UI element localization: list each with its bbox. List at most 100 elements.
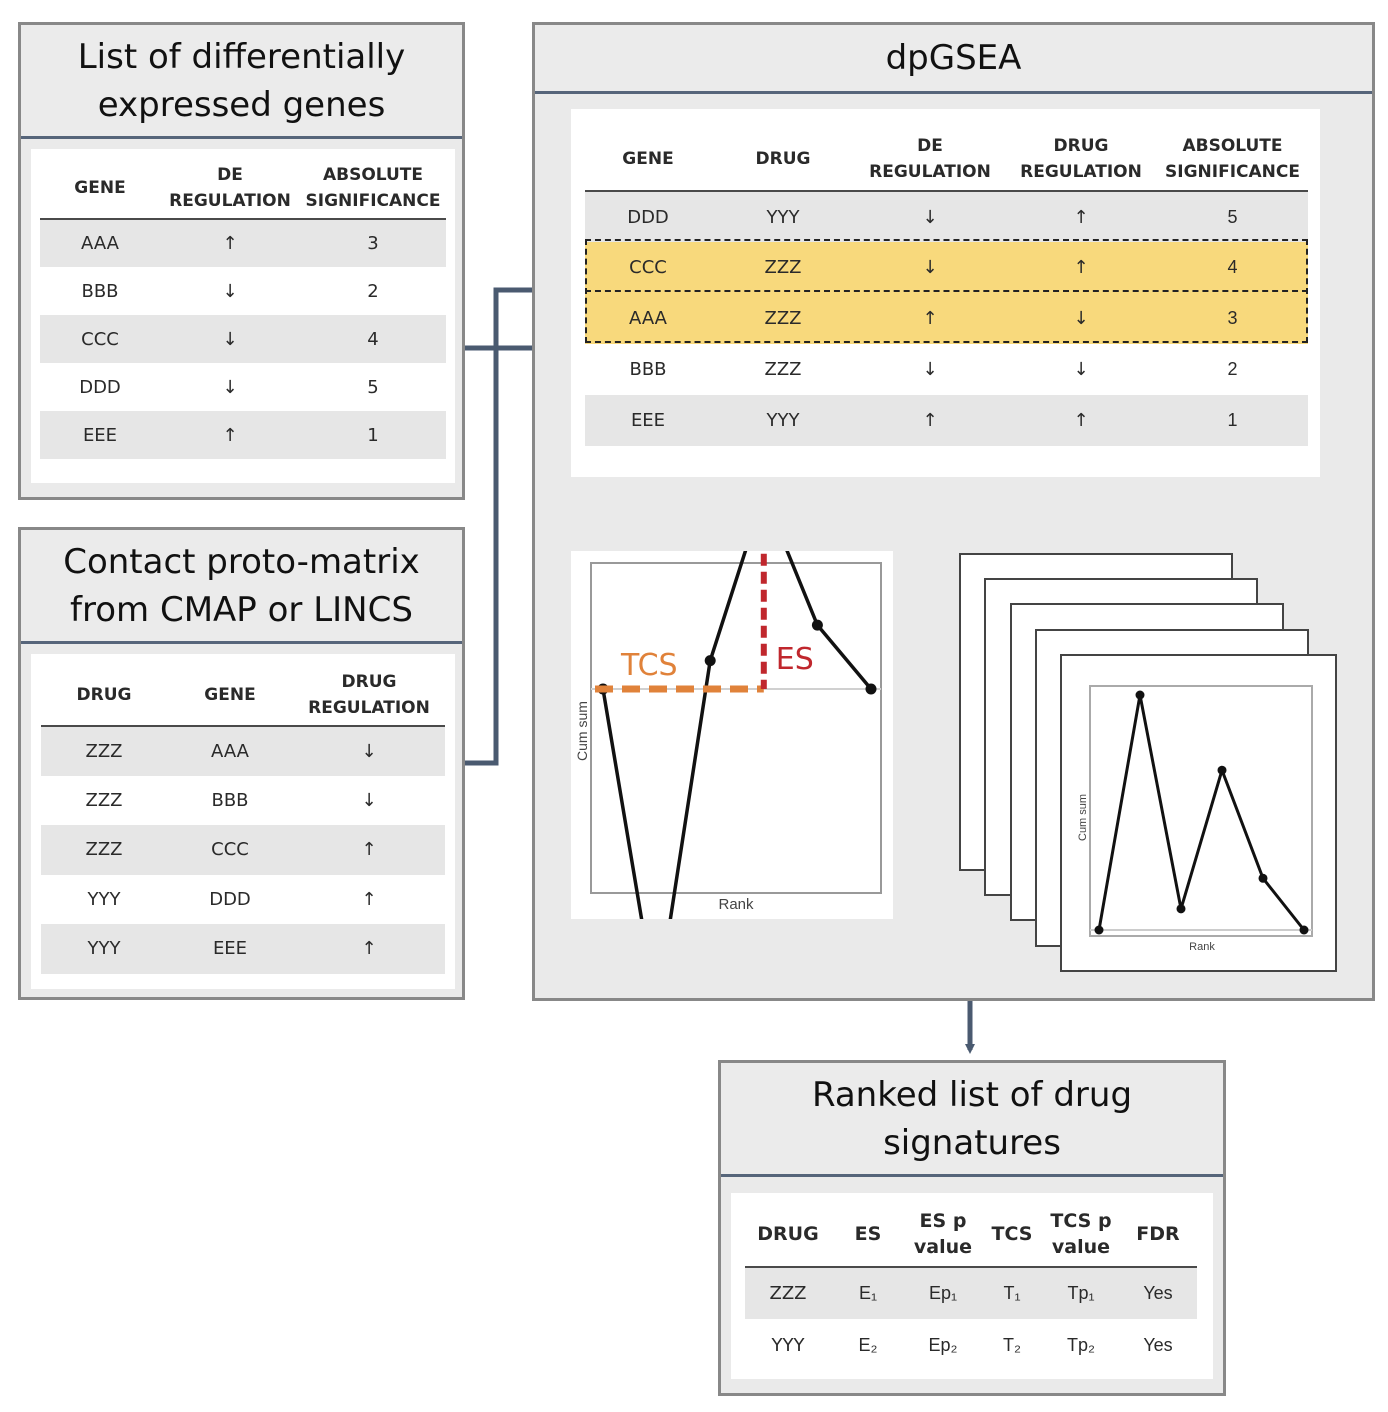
table-cell: ↑ [1005,395,1157,446]
de-genes-card: GENE DE REGULATION ABSOLUTE SIGNIFICANCE… [31,149,455,483]
table-cell: 5 [1157,191,1308,242]
table-cell: ZZZ [745,1267,831,1319]
table-cell: ↓ [1005,293,1157,344]
table-cell: T₂ [1003,1334,1021,1355]
table-row: AAA ZZZ ↑ ↓ 3 [585,293,1308,344]
stack-plot: Cum sum Rank [1077,685,1313,953]
table-row: YYY DDD ↑ [41,875,445,925]
table-cell: YYY [87,888,121,910]
table-cell: ↓ [1073,359,1089,380]
table-row: ZZZ BBB ↓ [41,776,445,826]
table-cell: 3 [300,219,446,267]
table-cell: 4 [300,315,446,363]
dpgsea-panel: dpGSEA GENE DRUG DE REGULATION DRUG REGU… [532,22,1375,1001]
data-point [811,619,823,631]
ranked-panel: Ranked list of drug signatures DRUG ES E… [718,1060,1226,1396]
data-point [1135,690,1145,700]
table-cell: 2 [1227,359,1238,379]
table-cell: AAA [167,726,293,776]
col-header: TCS p value [1043,1203,1119,1268]
dpgsea-table-card: GENE DRUG DE REGULATION DRUG REGULATION … [571,109,1320,477]
col-header: ABSOLUTE SIGNIFICANCE [300,159,446,220]
table-cell: ↑ [855,395,1005,446]
table-cell: ZZZ [41,726,167,776]
data-point [865,683,877,695]
table-cell: YYY [771,1334,805,1356]
table-cell: ↑ [293,924,445,974]
table-cell: ZZZ [41,825,167,875]
table-row: YYY EEE ↑ [41,924,445,974]
table-row: ZZZ AAA ↓ [41,726,445,776]
es-plot-card: TCS ES Cum sum Rank [571,551,893,919]
col-header: DRUG [745,1203,831,1268]
table-cell: BBB [211,789,249,811]
table-cell: CCC [167,825,293,875]
cum-sum-line [1097,694,1306,931]
col-header: ES p value [905,1203,981,1268]
table-cell: 5 [367,376,379,398]
table-cell: EEE [585,395,711,446]
arrow-proto-to-dpgsea [464,285,559,766]
table-cell: ↑ [160,219,300,267]
y-axis-label: Cum sum [574,701,590,761]
x-axis-label: Rank [1189,941,1215,953]
col-header: DRUG [41,666,167,727]
col-header: DE REGULATION [855,129,1005,192]
es-plot: TCS ES Cum sum Rank [574,551,882,919]
data-point [1258,873,1268,883]
table-cell: ↓ [293,726,445,776]
col-header: GENE [167,666,293,727]
col-header: TCS [981,1203,1043,1268]
table-cell: DDD [585,191,711,242]
table-cell: ↓ [222,280,238,302]
ranked-table: DRUG ES ES p value TCS TCS p value FDR Z… [745,1203,1197,1371]
table-cell: AAA [585,293,711,344]
table-cell: EEE [167,924,293,974]
table-row: ZZZ E₁ Ep₁ T₁ Tp₁ Yes [745,1267,1197,1319]
table-cell: Yes [1119,1267,1197,1319]
table-cell: Ep₂ [928,1334,958,1355]
col-header: DE REGULATION [160,159,300,220]
table-cell: BBB [629,359,667,380]
table-cell: ↓ [361,789,377,811]
col-header: ABSOLUTE SIGNIFICANCE [1157,129,1308,192]
stacked-plot-front: Cum sum Rank [1060,654,1337,972]
table-cell: CCC [40,315,160,363]
col-header: GENE [40,159,160,220]
table-cell: CCC [585,242,711,293]
data-point [704,655,716,667]
table-cell: Tp₂ [1067,1334,1095,1355]
proto-matrix-card: DRUG GENE DRUG REGULATION ZZZ AAA ↓ ZZZ BBB ↓… [31,654,455,989]
table-cell: E₁ [831,1267,905,1319]
table-cell: ↑ [855,293,1005,344]
plot-frame [590,562,882,894]
data-point [1299,925,1309,935]
table-cell: YYY [711,395,855,446]
ranked-title: Ranked list of drug signatures [721,1063,1223,1177]
y-axis-label: Cum sum [1077,794,1089,841]
de-genes-table: GENE DE REGULATION ABSOLUTE SIGNIFICANCE… [40,159,446,459]
table-cell: ZZZ [764,359,802,380]
table-cell: DDD [79,376,121,398]
tcs-label: TCS [620,648,678,683]
data-point [1217,765,1227,775]
col-header: DRUG REGULATION [1005,129,1157,192]
col-header: DRUG [711,129,855,192]
col-header: ES [831,1203,905,1268]
table-cell: Ep₁ [905,1267,981,1319]
table-cell: EEE [40,411,160,459]
table-cell: ZZZ [85,789,123,811]
dpgsea-title: dpGSEA [535,25,1372,94]
table-cell: ↑ [1005,191,1157,242]
data-point [1176,904,1186,914]
table-row: DDD ↓ 5 [40,363,446,411]
table-cell: ZZZ [711,293,855,344]
table-row: CCC ZZZ ↓ ↑ 4 [585,242,1308,293]
cum-sum-line [601,551,873,919]
table-cell: ↓ [855,242,1005,293]
table-cell: Tp₁ [1043,1267,1119,1319]
col-header: GENE [585,129,711,192]
table-cell: 1 [1157,395,1308,446]
table-cell: 1 [300,411,446,459]
table-cell: ↑ [293,825,445,875]
